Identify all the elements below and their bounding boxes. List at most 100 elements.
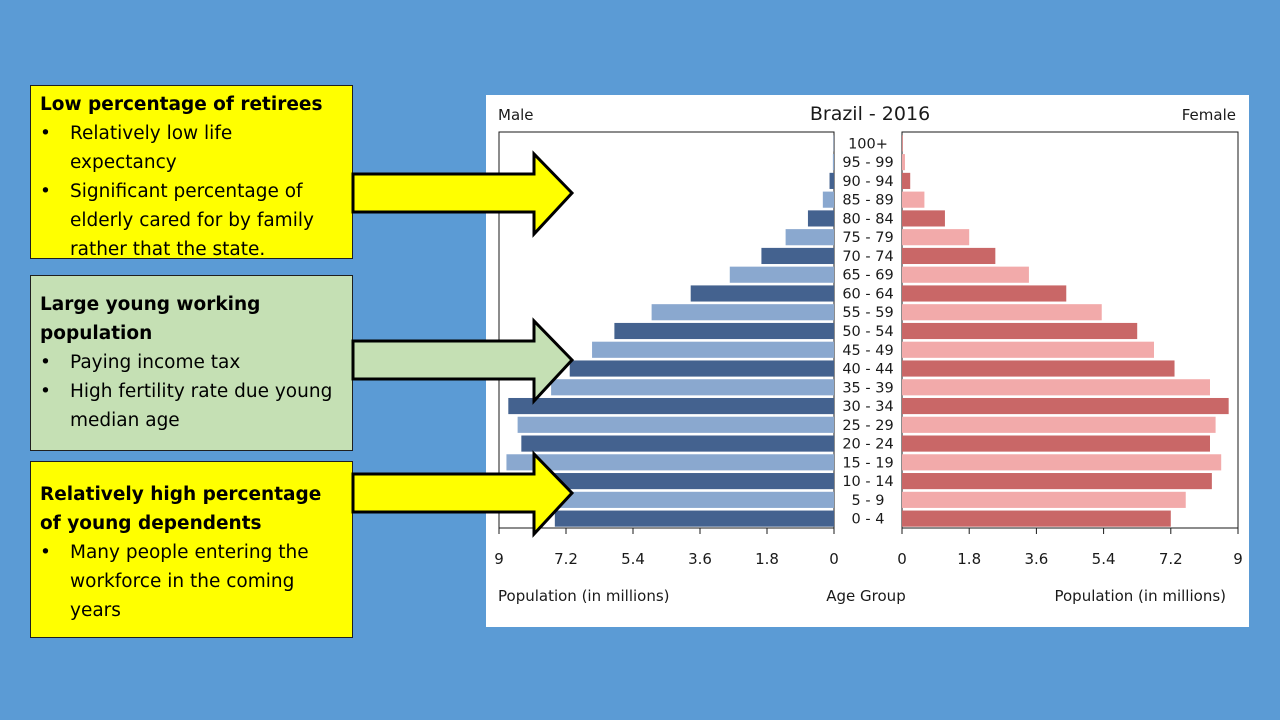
- male-bar: [785, 229, 834, 246]
- age-group-label: 75 - 79: [842, 230, 893, 246]
- female-bar: [902, 322, 1138, 340]
- axis-ticks: 0 0 1.8 1.8 3.6 3.6 5.4 5.4 7.2 7.2 9 9: [494, 528, 1243, 568]
- age-group-label: 30 - 34: [842, 399, 893, 415]
- female-bar: [902, 304, 1102, 321]
- female-bar: [902, 341, 1154, 358]
- age-group-label: 70 - 74: [842, 249, 893, 265]
- arrow-right-icon: [351, 450, 575, 538]
- male-tick-label: 0: [829, 550, 839, 568]
- arrow-right-icon: [351, 317, 575, 405]
- female-bar: [902, 416, 1216, 433]
- age-group-labels: 100+ 95 - 99 90 - 94 85 - 89 80 - 84 75 - 79 7…: [842, 136, 893, 527]
- female-bar: [902, 379, 1210, 396]
- female-tick-label: 3.6: [1024, 550, 1048, 568]
- male-bar: [569, 360, 834, 377]
- female-bar: [902, 266, 1029, 283]
- male-bars: [506, 135, 834, 527]
- female-bar: [902, 154, 905, 171]
- male-bar: [729, 266, 834, 283]
- age-group-label: 85 - 89: [842, 193, 893, 209]
- age-group-label: 15 - 19: [842, 455, 893, 471]
- male-tick-label: 1.8: [755, 550, 779, 568]
- callout-bullet: • Many people entering the workforce in t…: [40, 538, 344, 625]
- female-tick-label: 5.4: [1092, 550, 1116, 568]
- bullet-icon: •: [40, 123, 51, 144]
- male-bar: [551, 379, 834, 396]
- age-group-label: 60 - 64: [842, 286, 893, 302]
- male-label: Male: [498, 106, 534, 124]
- female-bar: [902, 435, 1210, 452]
- population-pyramid-svg: Brazil - 2016 Male Female 100+ 95 - 99 9 0 …: [494, 103, 1243, 605]
- male-bar: [690, 285, 834, 302]
- callout-bullet: • Paying income tax: [40, 348, 344, 377]
- male-bar: [832, 154, 834, 171]
- arrow-right-icon: [351, 150, 575, 238]
- age-group-label: 5 - 9: [852, 493, 885, 509]
- female-tick-label: 0: [897, 550, 907, 568]
- male-tick-label: 5.4: [621, 550, 645, 568]
- callout-bullet: • Significant percentage of elderly cared…: [40, 177, 344, 264]
- male-bar: [822, 191, 834, 208]
- female-tick-label: 9: [1233, 550, 1243, 568]
- chart-title: Brazil - 2016: [810, 103, 930, 125]
- female-bar: [902, 172, 911, 189]
- male-bar: [761, 247, 834, 265]
- male-bar: [614, 322, 834, 340]
- callout-title: Low percentage of retirees: [40, 94, 323, 115]
- callout-title: Relatively high percentage of young depe…: [40, 484, 322, 534]
- female-tick-label: 7.2: [1159, 550, 1183, 568]
- callout-retirees: Low percentage of retirees • Relatively l…: [30, 85, 353, 260]
- male-bar: [543, 491, 834, 508]
- age-group-label: 65 - 69: [842, 268, 893, 284]
- bullet-icon: •: [40, 181, 51, 202]
- bullet-icon: •: [40, 381, 51, 402]
- age-group-label: 55 - 59: [842, 305, 893, 321]
- female-bar: [902, 247, 996, 265]
- population-pyramid: Brazil - 2016 Male Female 100+ 95 - 99 9 0 …: [486, 95, 1249, 627]
- female-bar: [902, 285, 1067, 302]
- female-tick-label: 1.8: [957, 550, 981, 568]
- male-tick-label: 7.2: [554, 550, 578, 568]
- age-group-label: 35 - 39: [842, 380, 893, 396]
- male-bar: [807, 210, 834, 227]
- female-bar: [902, 510, 1171, 527]
- callout-young-dependents: Relatively high percentage of young depe…: [30, 461, 353, 638]
- female-bars: [902, 135, 1229, 527]
- bullet-icon: •: [40, 352, 51, 373]
- age-group-label: 45 - 49: [842, 343, 893, 359]
- male-bar: [517, 473, 834, 490]
- female-bar: [902, 135, 903, 152]
- male-tick-label: 3.6: [688, 550, 712, 568]
- female-bar: [902, 397, 1229, 415]
- female-bar: [902, 191, 925, 208]
- female-bar: [902, 360, 1175, 377]
- callout-bullet: • Relatively low life expectancy: [40, 119, 344, 177]
- age-group-axis-label: Age Group: [826, 587, 905, 605]
- male-bar: [554, 510, 834, 527]
- male-bar: [517, 416, 834, 433]
- male-bar: [508, 397, 834, 415]
- male-bar: [506, 454, 834, 471]
- male-tick-label: 9: [494, 550, 504, 568]
- age-group-label: 10 - 14: [842, 474, 893, 490]
- callout-working-population: Large young working population • Paying i…: [30, 275, 353, 451]
- female-bar: [902, 210, 945, 227]
- female-bar: [902, 491, 1186, 508]
- age-group-label: 25 - 29: [842, 418, 893, 434]
- x-axis-label-left: Population (in millions): [498, 587, 670, 605]
- female-bar: [902, 473, 1212, 490]
- age-group-label: 20 - 24: [842, 437, 893, 453]
- male-bar: [521, 435, 834, 452]
- age-group-label: 95 - 99: [842, 155, 893, 171]
- female-bar: [902, 229, 970, 246]
- age-group-label: 40 - 44: [842, 362, 893, 378]
- male-bar: [592, 341, 834, 358]
- male-bar: [651, 304, 834, 321]
- callout-bullet: • High fertility rate due young median ag…: [40, 377, 344, 435]
- age-group-label: 0 - 4: [852, 512, 885, 528]
- female-label: Female: [1182, 106, 1236, 124]
- age-group-label: 80 - 84: [842, 211, 893, 227]
- x-axis-label-right: Population (in millions): [1054, 587, 1226, 605]
- female-bar: [902, 454, 1222, 471]
- age-group-label: 100+: [848, 136, 888, 152]
